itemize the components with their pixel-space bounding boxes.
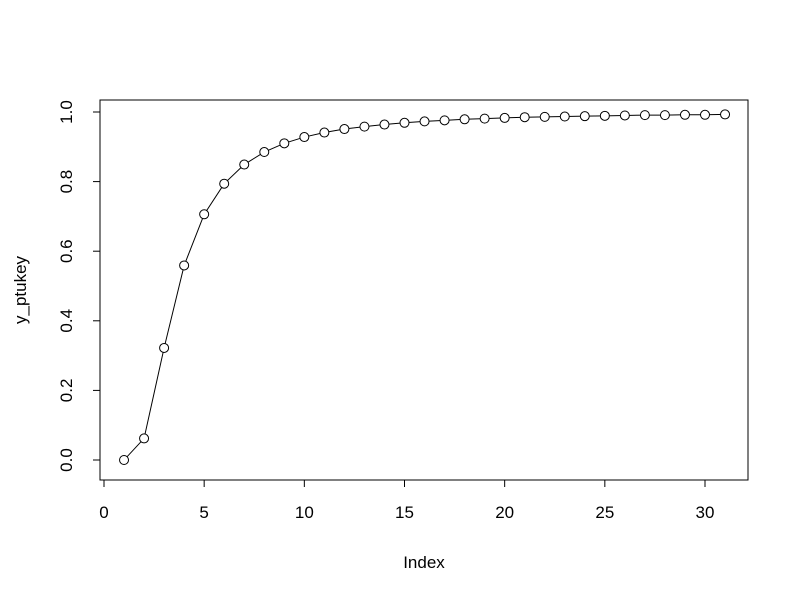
x-tick-label: 5 bbox=[199, 503, 208, 522]
x-tick-label: 25 bbox=[595, 503, 614, 522]
data-point bbox=[499, 112, 510, 123]
series-line bbox=[123, 113, 726, 461]
y-tick-label: 0.2 bbox=[57, 379, 76, 403]
x-tick-label: 30 bbox=[696, 503, 715, 522]
data-point bbox=[299, 132, 310, 143]
data-point bbox=[619, 110, 630, 121]
data-point bbox=[700, 109, 710, 120]
data-point bbox=[539, 111, 550, 122]
y-tick-label: 0.4 bbox=[57, 309, 76, 333]
data-point bbox=[199, 209, 210, 220]
data-point bbox=[159, 342, 170, 353]
data-point bbox=[679, 109, 690, 120]
x-tick-label: 10 bbox=[295, 503, 314, 522]
data-point bbox=[379, 119, 390, 130]
data-point bbox=[659, 110, 670, 121]
y-tick-label: 1.0 bbox=[57, 100, 76, 124]
data-point bbox=[479, 113, 490, 124]
data-point bbox=[459, 114, 470, 125]
data-point bbox=[359, 121, 370, 132]
x-axis-label: Index bbox=[403, 553, 445, 572]
data-point bbox=[319, 127, 330, 138]
data-point bbox=[179, 260, 190, 271]
y-axis-label: y_ptukey bbox=[11, 255, 30, 324]
data-point bbox=[119, 455, 130, 465]
data-points bbox=[119, 109, 731, 465]
data-point bbox=[259, 147, 270, 158]
y-axis: 0.0 0.2 0.4 0.6 0.8 1.0 bbox=[57, 100, 101, 472]
data-point bbox=[439, 115, 450, 126]
data-point bbox=[579, 111, 590, 122]
data-point bbox=[219, 178, 230, 189]
x-tick-label: 0 bbox=[99, 503, 108, 522]
x-tick-label: 20 bbox=[495, 503, 514, 522]
plot-frame bbox=[99, 99, 749, 481]
data-point bbox=[419, 116, 430, 127]
x-tick-label: 15 bbox=[395, 503, 414, 522]
data-point bbox=[339, 124, 350, 135]
data-point bbox=[139, 433, 150, 444]
y-tick-label: 0.0 bbox=[57, 448, 76, 472]
data-point bbox=[519, 112, 530, 123]
data-point bbox=[639, 110, 650, 121]
data-point bbox=[279, 138, 290, 149]
y-tick-label: 0.6 bbox=[57, 239, 76, 263]
data-point bbox=[720, 109, 731, 120]
data-point bbox=[239, 159, 250, 170]
y-tick-label: 0.8 bbox=[57, 170, 76, 194]
data-point bbox=[399, 117, 410, 128]
data-point bbox=[559, 111, 570, 122]
data-point bbox=[599, 110, 610, 121]
x-axis: 0 5 10 15 20 25 30 bbox=[99, 479, 715, 522]
